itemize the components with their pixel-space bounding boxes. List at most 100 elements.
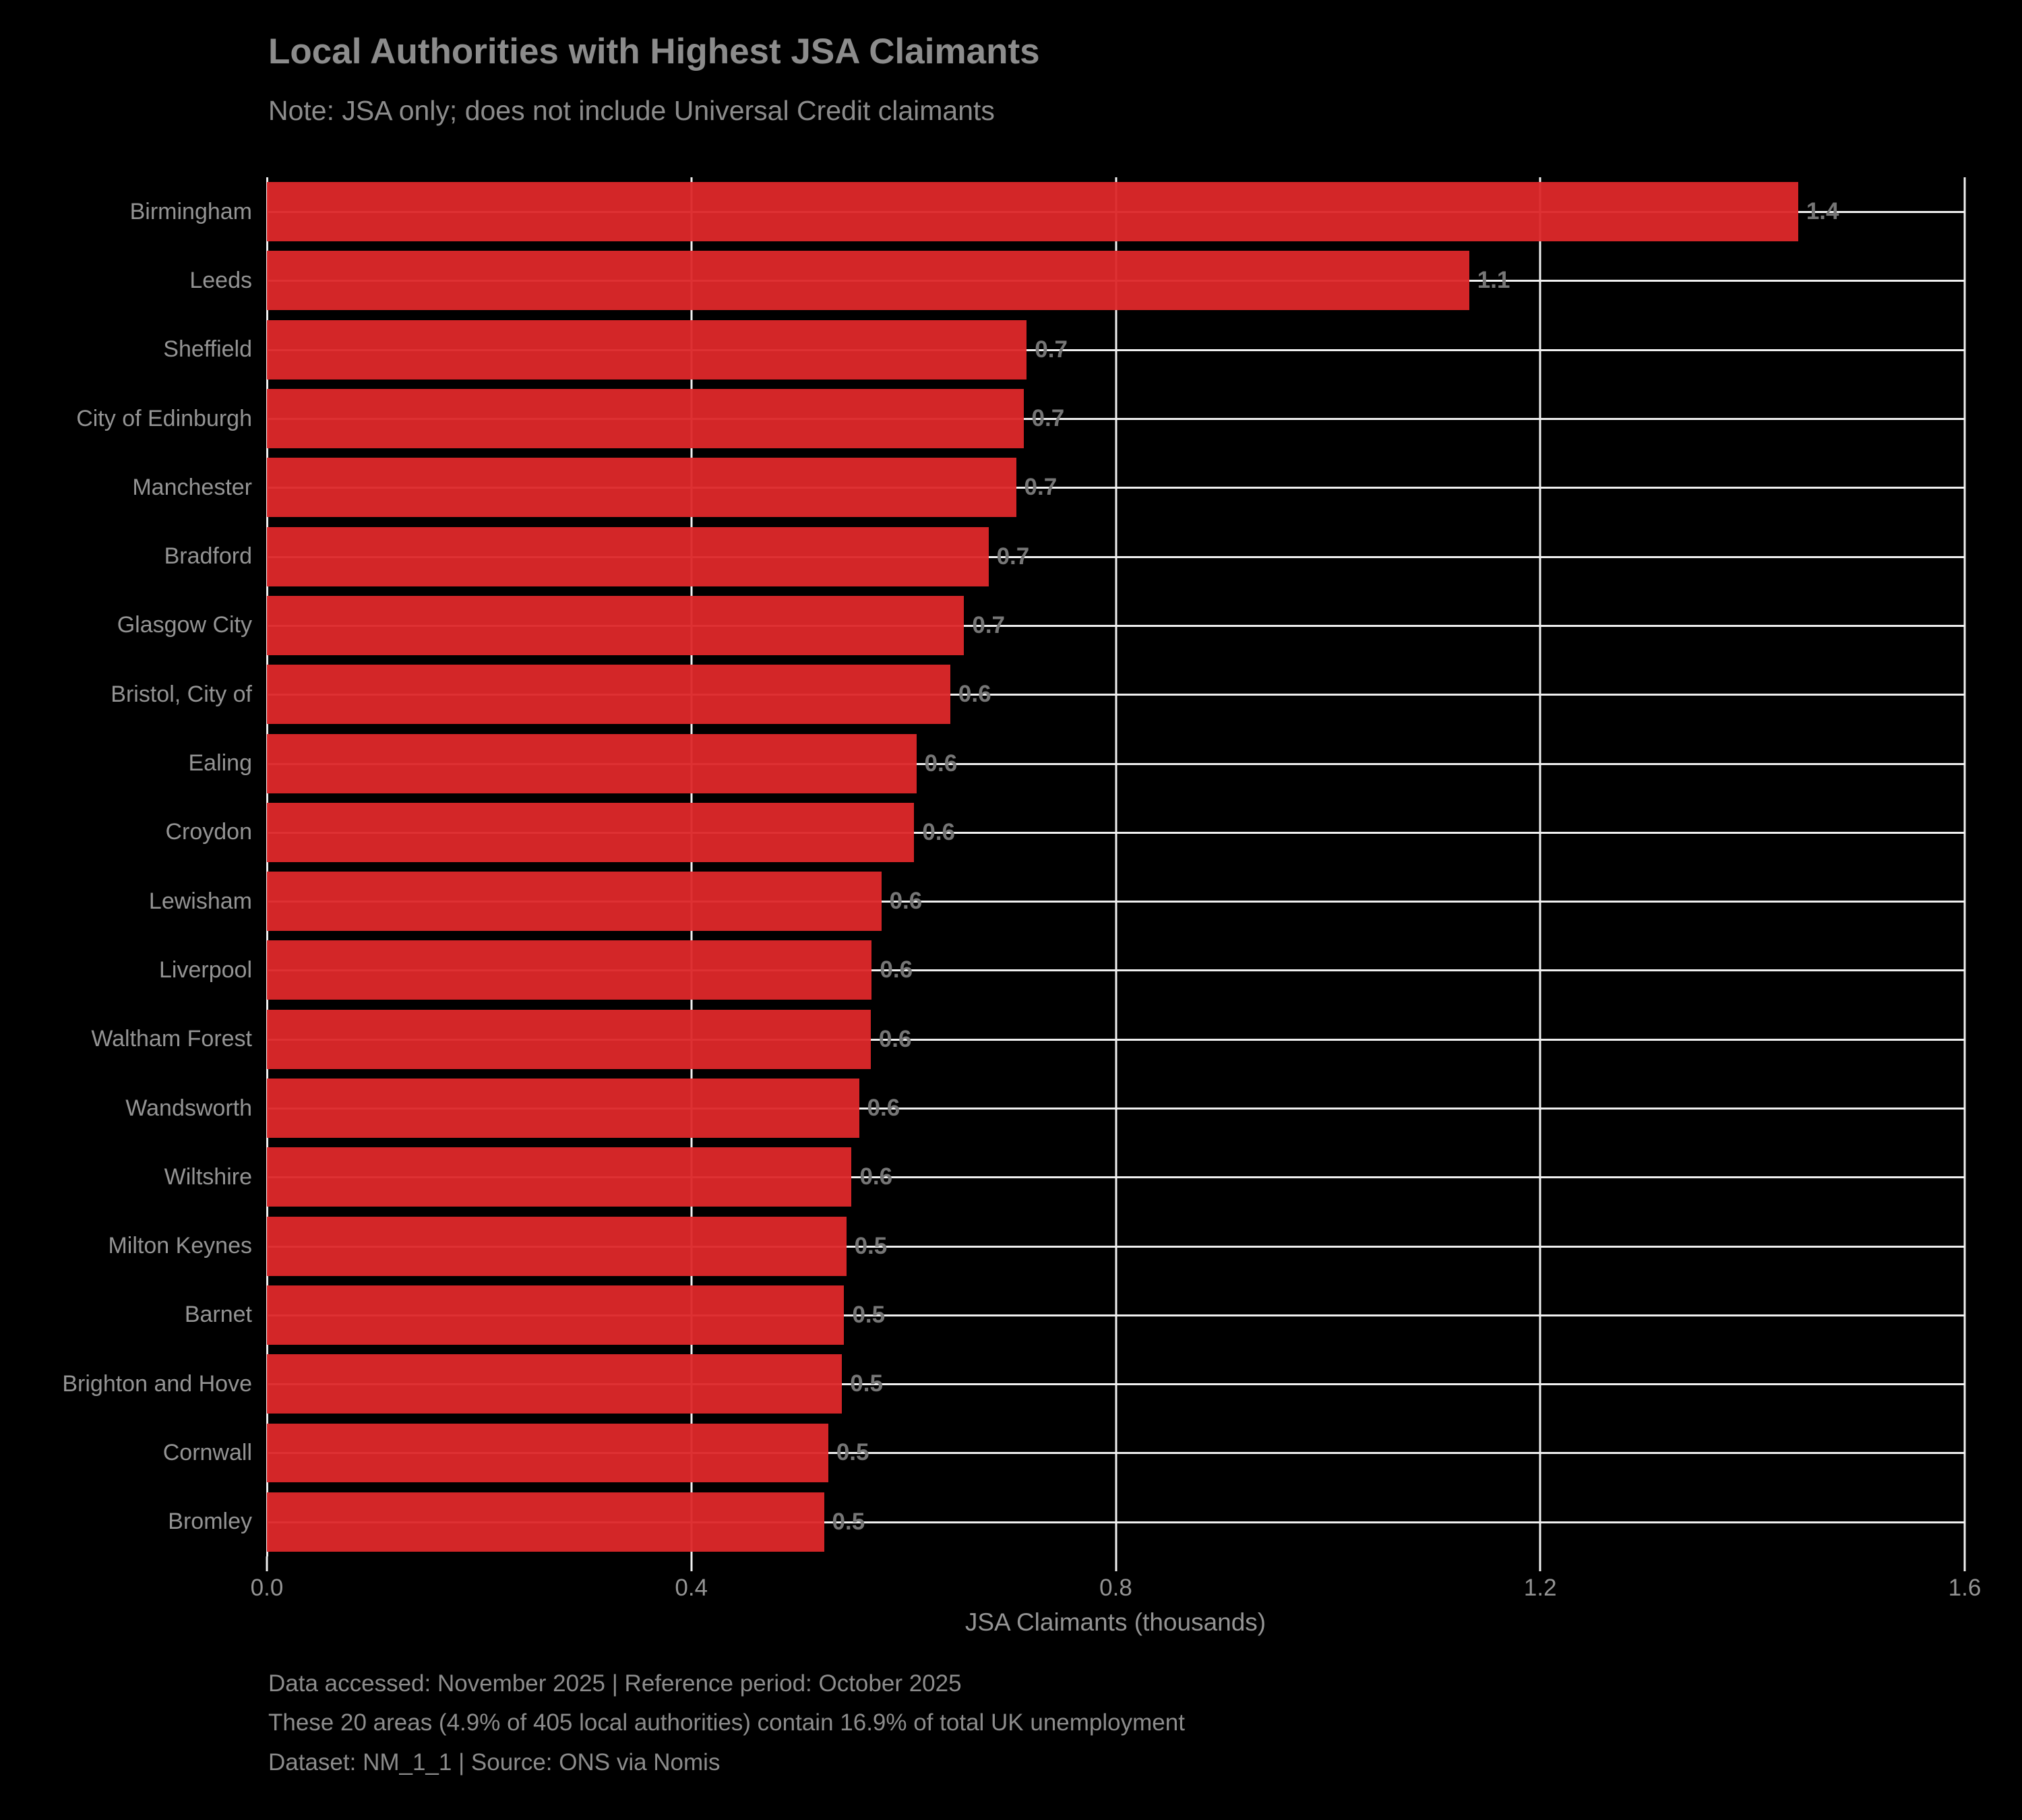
gridline-horizontal — [267, 1108, 1965, 1110]
gridline-horizontal — [267, 555, 1965, 558]
chart-title: Local Authorities with Highest JSA Claim… — [268, 32, 1040, 71]
bar-value-label: 0.6 — [867, 1095, 900, 1121]
category-label: Manchester — [132, 474, 252, 500]
bar — [267, 1216, 847, 1276]
bar — [267, 665, 950, 725]
bar — [267, 1079, 859, 1138]
bar — [267, 872, 882, 932]
bar-value-label: 0.5 — [832, 1508, 865, 1535]
gridline-vertical — [1963, 177, 1966, 1556]
x-axis-tick-label: 0.0 — [250, 1575, 284, 1601]
bar — [267, 320, 1027, 380]
gridline-horizontal — [267, 418, 1965, 421]
bar-value-label: 0.6 — [878, 1025, 912, 1052]
bar — [267, 182, 1798, 242]
category-label: Sheffield — [163, 336, 252, 363]
chart-row: Glasgow City 0.7 — [117, 591, 1965, 660]
category-label: Lewisham — [148, 888, 252, 914]
footer-note-accessed: Data accessed: November 2025 | Reference… — [268, 1670, 962, 1697]
x-axis-tick-label: 0.4 — [675, 1575, 708, 1601]
chart-row: Cornwall 0.5 — [163, 1418, 1965, 1487]
chart-row: Ealing 0.6 — [188, 729, 1965, 797]
gridline-vertical — [1539, 177, 1541, 1556]
category-label: Waltham Forest — [91, 1026, 252, 1052]
bar-value-label: 0.6 — [859, 1163, 893, 1190]
bar — [267, 1147, 852, 1207]
gridline-horizontal — [267, 762, 1965, 765]
chart-row: Liverpool 0.6 — [159, 936, 1965, 1004]
bar-value-label: 0.5 — [854, 1232, 888, 1259]
gridline-horizontal — [267, 1383, 1965, 1386]
y-axis-spine — [266, 177, 268, 1556]
category-label: Leeds — [189, 267, 252, 293]
gridline-horizontal — [267, 1038, 1965, 1041]
category-label: Milton Keynes — [108, 1233, 252, 1259]
chart-row: Leeds 1.1 — [189, 246, 1965, 315]
bar — [267, 940, 872, 1000]
category-label: Wandsworth — [125, 1095, 252, 1121]
chart-row: Bristol, City of 0.6 — [111, 660, 1965, 729]
gridline-horizontal — [267, 1521, 1965, 1523]
category-label: Bristol, City of — [111, 681, 252, 707]
chart-row: Wiltshire 0.6 — [164, 1143, 1965, 1211]
chart-row: Wandsworth 0.6 — [125, 1074, 1965, 1143]
gridline-horizontal — [267, 1176, 1965, 1179]
chart-row: Bradford 0.7 — [164, 522, 1965, 590]
chart-row: Sheffield 0.7 — [163, 315, 1965, 384]
bar-value-label: 0.5 — [852, 1301, 886, 1328]
bar — [267, 1423, 828, 1483]
bar-value-label: 1.4 — [1806, 198, 1839, 225]
gridline-horizontal — [267, 624, 1965, 627]
bar-value-label: 0.5 — [850, 1370, 883, 1397]
category-label: Cornwall — [162, 1439, 252, 1465]
chart-row: Manchester 0.7 — [132, 453, 1965, 522]
footer-note-coverage: These 20 areas (4.9% of 405 local author… — [268, 1709, 1185, 1736]
bar — [267, 733, 917, 793]
bar-value-label: 0.6 — [889, 888, 923, 915]
chart-row: Birmingham 1.4 — [130, 177, 1965, 246]
bar — [267, 1492, 824, 1552]
category-label: Wiltshire — [164, 1163, 252, 1190]
chart-row: Bromley 0.5 — [168, 1488, 1965, 1556]
bar-value-label: 0.6 — [958, 681, 991, 708]
bar — [267, 458, 1016, 518]
x-axis-tick — [266, 1556, 268, 1571]
x-axis-label: JSA Claimants (thousands) — [964, 1608, 1266, 1636]
category-label: Croydon — [165, 819, 252, 845]
chart-row: Waltham Forest 0.6 — [91, 1005, 1965, 1074]
bar — [267, 526, 989, 586]
chart-subtitle: Note: JSA only; does not include Univers… — [268, 95, 995, 126]
bar-value-label: 0.6 — [880, 957, 913, 983]
category-label: Bromley — [168, 1509, 252, 1535]
gridline-horizontal — [267, 831, 1965, 834]
bar — [267, 595, 964, 655]
chart-row: Milton Keynes 0.5 — [108, 1211, 1965, 1280]
chart-row: Croydon 0.6 — [165, 798, 1965, 867]
gridline-vertical — [1115, 177, 1117, 1556]
footer-note-source: Dataset: NM_1_1 | Source: ONS via Nomis — [268, 1749, 721, 1776]
bar-value-label: 0.7 — [1024, 474, 1058, 501]
bar-value-label: 0.6 — [924, 750, 958, 777]
gridline-vertical — [690, 177, 693, 1556]
category-label: City of Edinburgh — [76, 405, 252, 431]
gridline-horizontal — [267, 348, 1965, 351]
bar — [267, 1009, 871, 1069]
bar — [267, 389, 1024, 449]
category-label: Birmingham — [129, 198, 252, 224]
x-axis-tick-label: 1.6 — [1948, 1575, 1982, 1601]
gridline-horizontal — [267, 1314, 1965, 1316]
gridline-horizontal — [267, 487, 1965, 489]
bar-value-label: 0.7 — [1035, 336, 1068, 363]
bar — [267, 802, 915, 862]
bar — [267, 1285, 845, 1345]
category-label: Barnet — [184, 1302, 252, 1328]
bar — [267, 1354, 842, 1414]
category-label: Glasgow City — [117, 612, 252, 638]
gridline-horizontal — [267, 1452, 1965, 1455]
plot-area: Birmingham 1.4 Leeds 1.1 Sheffield 0.7 City of… — [62, 177, 1966, 1556]
x-axis-tick-label: 1.2 — [1523, 1575, 1557, 1601]
x-axis-tick — [690, 1556, 693, 1571]
chart-row: City of Edinburgh 0.7 — [76, 384, 1965, 453]
bar-value-label: 0.7 — [972, 611, 1006, 638]
